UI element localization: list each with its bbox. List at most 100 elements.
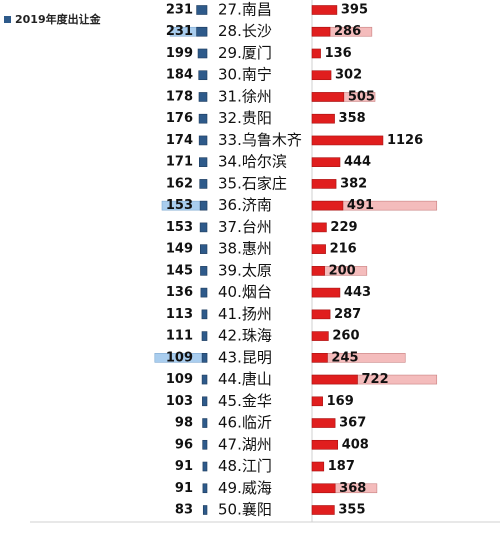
value-label: 231	[166, 3, 193, 18]
category-label: 50.襄阳	[218, 501, 272, 519]
value-label: 199	[166, 46, 193, 61]
value-label: 109	[166, 350, 193, 365]
bar	[311, 92, 345, 102]
value-label: 169	[327, 394, 354, 409]
value-label: 722	[361, 372, 388, 387]
bar	[202, 483, 208, 494]
bar	[311, 396, 323, 407]
bar	[311, 222, 327, 233]
value-label: 302	[335, 68, 362, 83]
bar	[199, 244, 208, 254]
bar	[201, 309, 208, 320]
value-label: 149	[166, 242, 193, 257]
category-label: 35.石家庄	[218, 174, 287, 192]
bar	[311, 200, 344, 211]
value-label: 136	[325, 46, 352, 61]
value-label: 395	[341, 3, 368, 18]
value-label: 260	[332, 329, 359, 344]
category-label: 40.烟台	[218, 283, 272, 301]
bar	[311, 461, 325, 472]
value-label: 153	[166, 198, 193, 213]
category-label: 33.乌鲁木齐	[218, 131, 302, 149]
bar	[198, 92, 208, 102]
value-label: 491	[347, 198, 374, 213]
bar	[202, 418, 208, 428]
bar	[311, 331, 329, 341]
category-label: 27.南昌	[218, 1, 272, 19]
value-label: 153	[166, 220, 193, 235]
bar	[311, 244, 326, 254]
value-label: 83	[175, 503, 193, 518]
value-label: 171	[166, 155, 193, 170]
bar	[311, 374, 358, 385]
bar	[198, 113, 208, 124]
category-label: 39.太原	[218, 261, 272, 279]
bar	[196, 26, 208, 37]
bar	[198, 135, 208, 146]
bar	[311, 418, 336, 428]
category-label: 37.台州	[218, 218, 272, 236]
bar	[199, 157, 208, 167]
bar	[311, 287, 341, 298]
bar	[200, 287, 208, 298]
value-label: 111	[166, 329, 193, 344]
value-label: 109	[166, 372, 193, 387]
bar	[201, 374, 208, 385]
value-label: 231	[166, 24, 193, 39]
value-label: 174	[166, 133, 193, 148]
category-label: 41.扬州	[218, 305, 272, 323]
category-label: 30.南宁	[218, 66, 272, 84]
bar	[311, 439, 339, 450]
bar	[202, 439, 208, 450]
category-label: 47.湖州	[218, 435, 272, 453]
bar	[202, 461, 208, 472]
value-label: 229	[330, 220, 357, 235]
bar	[201, 331, 208, 341]
bar	[311, 353, 328, 363]
bar	[311, 5, 338, 15]
value-label: 98	[175, 416, 193, 431]
value-label: 355	[338, 503, 365, 518]
category-label: 49.威海	[218, 479, 272, 497]
bar	[311, 48, 321, 59]
legend-swatch	[4, 16, 11, 23]
bar	[311, 113, 335, 124]
value-label: 145	[166, 263, 193, 278]
category-label: 48.江门	[218, 457, 272, 475]
value-label: 408	[342, 437, 369, 452]
bar	[311, 179, 337, 189]
value-label: 184	[166, 68, 193, 83]
bar	[311, 309, 331, 320]
category-label: 43.昆明	[218, 348, 272, 366]
value-label: 176	[166, 111, 193, 126]
value-label: 1126	[387, 133, 423, 148]
category-label: 34.哈尔滨	[218, 153, 287, 171]
value-label: 382	[340, 176, 367, 191]
value-label: 505	[348, 89, 375, 104]
bar	[201, 353, 208, 363]
value-label: 287	[334, 307, 361, 322]
value-label: 216	[330, 242, 357, 257]
bar	[199, 179, 208, 189]
category-label: 45.金华	[218, 392, 272, 410]
category-label: 38.惠州	[218, 240, 272, 258]
bar	[198, 70, 208, 81]
category-label: 29.厦门	[218, 44, 272, 62]
value-label: 200	[329, 263, 356, 278]
value-label: 358	[339, 111, 366, 126]
legend-label: 2019年度出让金	[15, 12, 102, 26]
bar	[311, 483, 336, 494]
category-label: 42.珠海	[218, 327, 272, 345]
value-label: 368	[339, 481, 366, 496]
value-label: 113	[166, 307, 193, 322]
value-label: 444	[344, 155, 371, 170]
category-label: 31.徐州	[218, 87, 272, 105]
value-label: 245	[331, 350, 358, 365]
bar	[311, 135, 384, 146]
value-label: 91	[175, 459, 193, 474]
value-label: 286	[334, 24, 361, 39]
bar	[311, 505, 335, 515]
category-label: 32.贵阳	[218, 109, 272, 127]
value-label: 162	[166, 176, 193, 191]
